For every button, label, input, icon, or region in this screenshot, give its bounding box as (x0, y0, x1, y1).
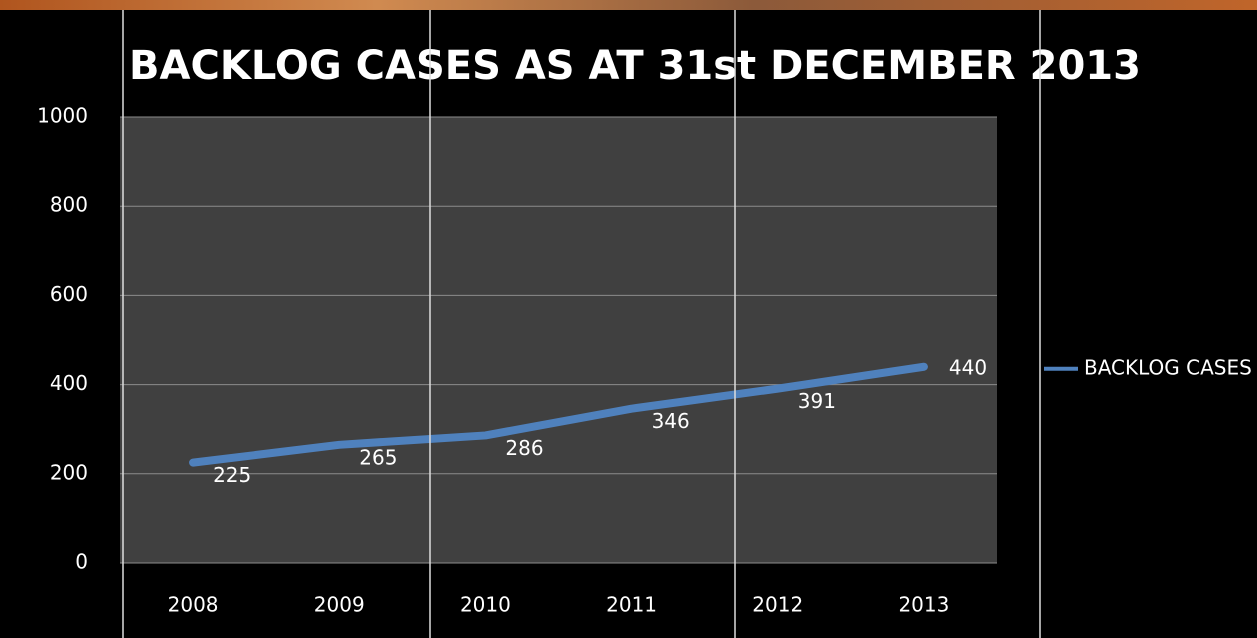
data-label: 265 (359, 445, 397, 469)
x-tick-label: 2008 (168, 593, 219, 617)
plot-area (120, 117, 997, 563)
data-label: 440 (949, 355, 987, 379)
chart: BACKLOG CASES AS AT 31st DECEMBER 2013 0… (0, 0, 1257, 638)
x-tick-label: 2011 (606, 593, 657, 617)
x-tick-label: 2013 (898, 593, 949, 617)
data-label: 346 (652, 409, 690, 433)
x-tick-label: 2009 (314, 593, 365, 617)
y-tick-label: 200 (50, 460, 88, 484)
data-label: 391 (798, 389, 836, 413)
y-tick-label: 800 (50, 193, 88, 217)
x-tick-label: 2012 (752, 593, 803, 617)
data-label: 286 (505, 436, 543, 460)
y-tick-label: 600 (50, 282, 88, 306)
x-tick-label: 2010 (460, 593, 511, 617)
y-tick-label: 0 (75, 550, 88, 574)
chart-title: BACKLOG CASES AS AT 31st DECEMBER 2013 (129, 43, 1141, 89)
y-tick-label: 1000 (37, 104, 88, 128)
data-label: 225 (213, 463, 251, 487)
legend-label: BACKLOG CASES (1084, 355, 1252, 379)
y-tick-label: 400 (50, 371, 88, 395)
photo-strip (0, 0, 1257, 10)
page: {"chart_data": {"type": "line", "title":… (0, 0, 1257, 638)
